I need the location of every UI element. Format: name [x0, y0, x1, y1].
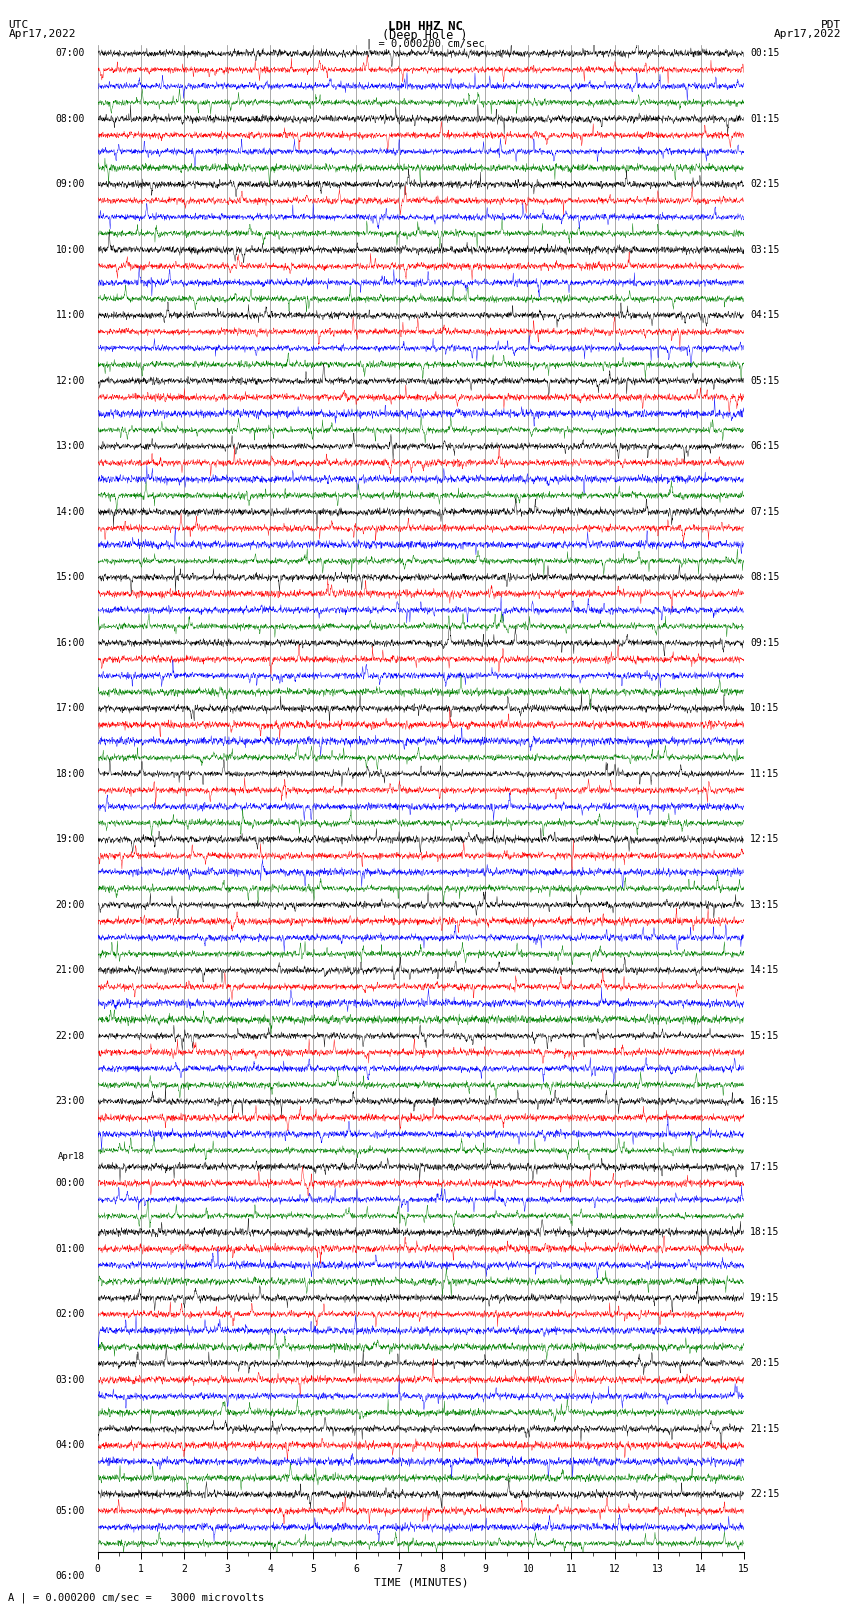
Text: 17:00: 17:00	[55, 703, 85, 713]
Text: Apr17,2022: Apr17,2022	[774, 29, 842, 39]
Text: 08:00: 08:00	[55, 115, 85, 124]
Text: 11:15: 11:15	[751, 769, 779, 779]
Text: 22:00: 22:00	[55, 1031, 85, 1040]
Text: 06:15: 06:15	[751, 442, 779, 452]
X-axis label: TIME (MINUTES): TIME (MINUTES)	[373, 1578, 468, 1587]
Text: 21:15: 21:15	[751, 1424, 779, 1434]
Text: 16:15: 16:15	[751, 1097, 779, 1107]
Text: Apr17,2022: Apr17,2022	[8, 29, 76, 39]
Text: 22:15: 22:15	[751, 1489, 779, 1500]
Text: 00:00: 00:00	[55, 1177, 85, 1189]
Text: 00:15: 00:15	[751, 48, 779, 58]
Text: UTC: UTC	[8, 19, 29, 31]
Text: PDT: PDT	[821, 19, 842, 31]
Text: 10:15: 10:15	[751, 703, 779, 713]
Text: 01:00: 01:00	[55, 1244, 85, 1253]
Text: 05:15: 05:15	[751, 376, 779, 386]
Text: 12:15: 12:15	[751, 834, 779, 844]
Text: 19:00: 19:00	[55, 834, 85, 844]
Text: 02:00: 02:00	[55, 1310, 85, 1319]
Text: 18:15: 18:15	[751, 1227, 779, 1237]
Text: 03:00: 03:00	[55, 1374, 85, 1386]
Text: 16:00: 16:00	[55, 637, 85, 648]
Text: 13:00: 13:00	[55, 442, 85, 452]
Text: 15:00: 15:00	[55, 573, 85, 582]
Text: 07:15: 07:15	[751, 506, 779, 516]
Text: 04:00: 04:00	[55, 1440, 85, 1450]
Text: 10:00: 10:00	[55, 245, 85, 255]
Text: 08:15: 08:15	[751, 573, 779, 582]
Text: 02:15: 02:15	[751, 179, 779, 189]
Text: 05:00: 05:00	[55, 1507, 85, 1516]
Text: 23:00: 23:00	[55, 1097, 85, 1107]
Text: LDH HHZ NC: LDH HHZ NC	[388, 19, 462, 34]
Text: 18:00: 18:00	[55, 769, 85, 779]
Text: 14:00: 14:00	[55, 506, 85, 516]
Text: 09:15: 09:15	[751, 637, 779, 648]
Text: 21:00: 21:00	[55, 965, 85, 976]
Text: 20:15: 20:15	[751, 1358, 779, 1368]
Text: 14:15: 14:15	[751, 965, 779, 976]
Text: 03:15: 03:15	[751, 245, 779, 255]
Text: (Deep Hole ): (Deep Hole )	[382, 29, 468, 42]
Text: 06:00: 06:00	[55, 1571, 85, 1581]
Text: 13:15: 13:15	[751, 900, 779, 910]
Text: 15:15: 15:15	[751, 1031, 779, 1040]
Text: | = 0.000200 cm/sec: | = 0.000200 cm/sec	[366, 39, 484, 50]
Text: 12:00: 12:00	[55, 376, 85, 386]
Text: 11:00: 11:00	[55, 310, 85, 321]
Text: 20:00: 20:00	[55, 900, 85, 910]
Text: 09:00: 09:00	[55, 179, 85, 189]
Text: Apr18: Apr18	[58, 1152, 85, 1161]
Text: 17:15: 17:15	[751, 1161, 779, 1173]
Text: A | = 0.000200 cm/sec =   3000 microvolts: A | = 0.000200 cm/sec = 3000 microvolts	[8, 1592, 264, 1603]
Text: 19:15: 19:15	[751, 1294, 779, 1303]
Text: 04:15: 04:15	[751, 310, 779, 321]
Text: 01:15: 01:15	[751, 115, 779, 124]
Text: 07:00: 07:00	[55, 48, 85, 58]
